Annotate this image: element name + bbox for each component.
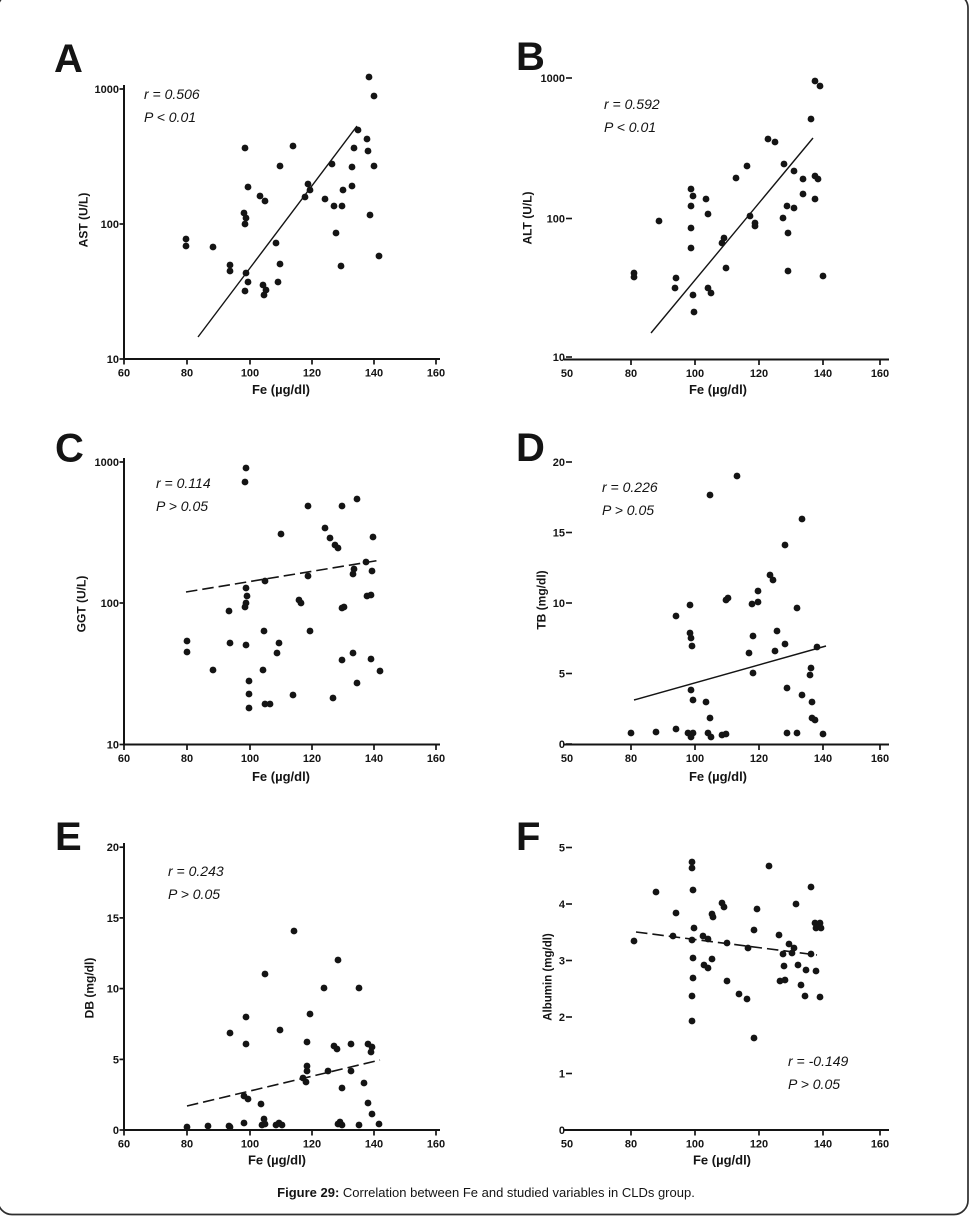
svg-text:140: 140	[814, 753, 832, 765]
svg-text:P < 0.01: P < 0.01	[604, 119, 656, 135]
svg-text:60: 60	[118, 1139, 130, 1151]
svg-text:1: 1	[559, 1069, 565, 1081]
svg-text:TB (mg/dl): TB (mg/dl)	[535, 570, 549, 629]
svg-text:Fe (µg/dl): Fe (µg/dl)	[689, 769, 747, 784]
svg-text:20: 20	[107, 842, 119, 854]
svg-text:100: 100	[686, 368, 704, 380]
svg-text:P > 0.05: P > 0.05	[156, 498, 208, 514]
svg-text:140: 140	[814, 368, 832, 380]
svg-text:10: 10	[107, 354, 119, 366]
svg-text:10: 10	[553, 352, 565, 364]
svg-text:r = 0.226: r = 0.226	[602, 479, 658, 495]
svg-text:20: 20	[553, 457, 565, 469]
svg-text:ALT (U/L): ALT (U/L)	[521, 191, 535, 244]
svg-text:r = 0.114: r = 0.114	[156, 475, 211, 491]
svg-text:D: D	[516, 426, 545, 470]
svg-text:60: 60	[118, 368, 130, 380]
svg-text:80: 80	[181, 1139, 193, 1151]
svg-text:100: 100	[686, 753, 704, 765]
svg-text:140: 140	[365, 753, 383, 765]
svg-text:120: 120	[750, 753, 768, 765]
svg-text:120: 120	[303, 1139, 321, 1151]
svg-text:5: 5	[559, 843, 565, 855]
svg-text:4: 4	[559, 899, 566, 911]
svg-text:80: 80	[625, 753, 637, 765]
svg-text:100: 100	[241, 753, 259, 765]
svg-text:E: E	[55, 815, 82, 859]
svg-text:160: 160	[427, 368, 445, 380]
svg-text:100: 100	[241, 1139, 259, 1151]
svg-text:P > 0.05: P > 0.05	[168, 886, 220, 902]
svg-text:80: 80	[625, 368, 637, 380]
svg-text:100: 100	[241, 368, 259, 380]
svg-text:1000: 1000	[95, 457, 119, 469]
svg-text:120: 120	[750, 1139, 768, 1151]
svg-text:r = 0.506: r = 0.506	[144, 86, 200, 102]
svg-text:P > 0.05: P > 0.05	[602, 502, 654, 518]
svg-text:1000: 1000	[541, 73, 565, 85]
svg-text:80: 80	[181, 753, 193, 765]
svg-text:r = -0.149: r = -0.149	[788, 1053, 849, 1069]
svg-text:100: 100	[101, 598, 119, 610]
svg-text:120: 120	[750, 368, 768, 380]
svg-text:AST (U/L): AST (U/L)	[77, 193, 91, 248]
svg-text:140: 140	[365, 368, 383, 380]
svg-text:Fe (µg/dl): Fe (µg/dl)	[252, 382, 310, 397]
svg-text:80: 80	[625, 1139, 637, 1151]
svg-text:0: 0	[559, 739, 565, 751]
svg-text:A: A	[54, 37, 83, 81]
svg-text:160: 160	[871, 368, 889, 380]
svg-text:r = 0.243: r = 0.243	[168, 863, 224, 879]
svg-text:120: 120	[303, 368, 321, 380]
svg-text:15: 15	[107, 913, 119, 925]
svg-text:0: 0	[113, 1125, 119, 1137]
svg-text:DB (mg/dl): DB (mg/dl)	[83, 958, 97, 1019]
svg-text:Albumin (mg/dl): Albumin (mg/dl)	[543, 933, 555, 1021]
svg-text:Fe (µg/dl): Fe (µg/dl)	[689, 382, 747, 397]
svg-text:B: B	[516, 35, 545, 79]
svg-text:Fe (µg/dl): Fe (µg/dl)	[252, 769, 310, 784]
svg-text:P > 0.05: P > 0.05	[788, 1076, 840, 1092]
svg-text:Figure 29: Correlation between: Figure 29: Correlation between Fe and st…	[277, 1185, 695, 1200]
svg-text:10: 10	[107, 740, 119, 752]
svg-text:0: 0	[559, 1125, 565, 1137]
svg-text:10: 10	[107, 984, 119, 996]
svg-text:160: 160	[427, 1139, 445, 1151]
svg-text:50: 50	[561, 368, 573, 380]
svg-text:2: 2	[559, 1012, 565, 1024]
svg-text:1000: 1000	[95, 84, 119, 96]
svg-text:60: 60	[118, 753, 130, 765]
svg-text:C: C	[55, 427, 84, 471]
svg-text:50: 50	[561, 1139, 573, 1151]
svg-text:Fe (µg/dl): Fe (µg/dl)	[248, 1153, 306, 1168]
svg-text:120: 120	[303, 753, 321, 765]
svg-text:15: 15	[553, 528, 565, 540]
svg-text:Fe (µg/dl): Fe (µg/dl)	[693, 1153, 751, 1168]
svg-text:160: 160	[871, 753, 889, 765]
svg-text:100: 100	[686, 1139, 704, 1151]
svg-text:100: 100	[101, 219, 119, 231]
svg-text:140: 140	[365, 1139, 383, 1151]
svg-text:140: 140	[814, 1139, 832, 1151]
svg-text:5: 5	[559, 669, 565, 681]
svg-text:3: 3	[559, 956, 565, 968]
svg-text:F: F	[516, 815, 540, 859]
svg-text:r = 0.592: r = 0.592	[604, 96, 660, 112]
svg-text:50: 50	[561, 753, 573, 765]
svg-text:80: 80	[181, 368, 193, 380]
svg-text:100: 100	[547, 214, 565, 226]
svg-text:5: 5	[113, 1054, 119, 1066]
svg-text:10: 10	[553, 598, 565, 610]
svg-text:GGT (U/L): GGT (U/L)	[75, 576, 89, 633]
svg-text:160: 160	[427, 753, 445, 765]
svg-text:160: 160	[871, 1139, 889, 1151]
svg-text:P < 0.01: P < 0.01	[144, 109, 196, 125]
